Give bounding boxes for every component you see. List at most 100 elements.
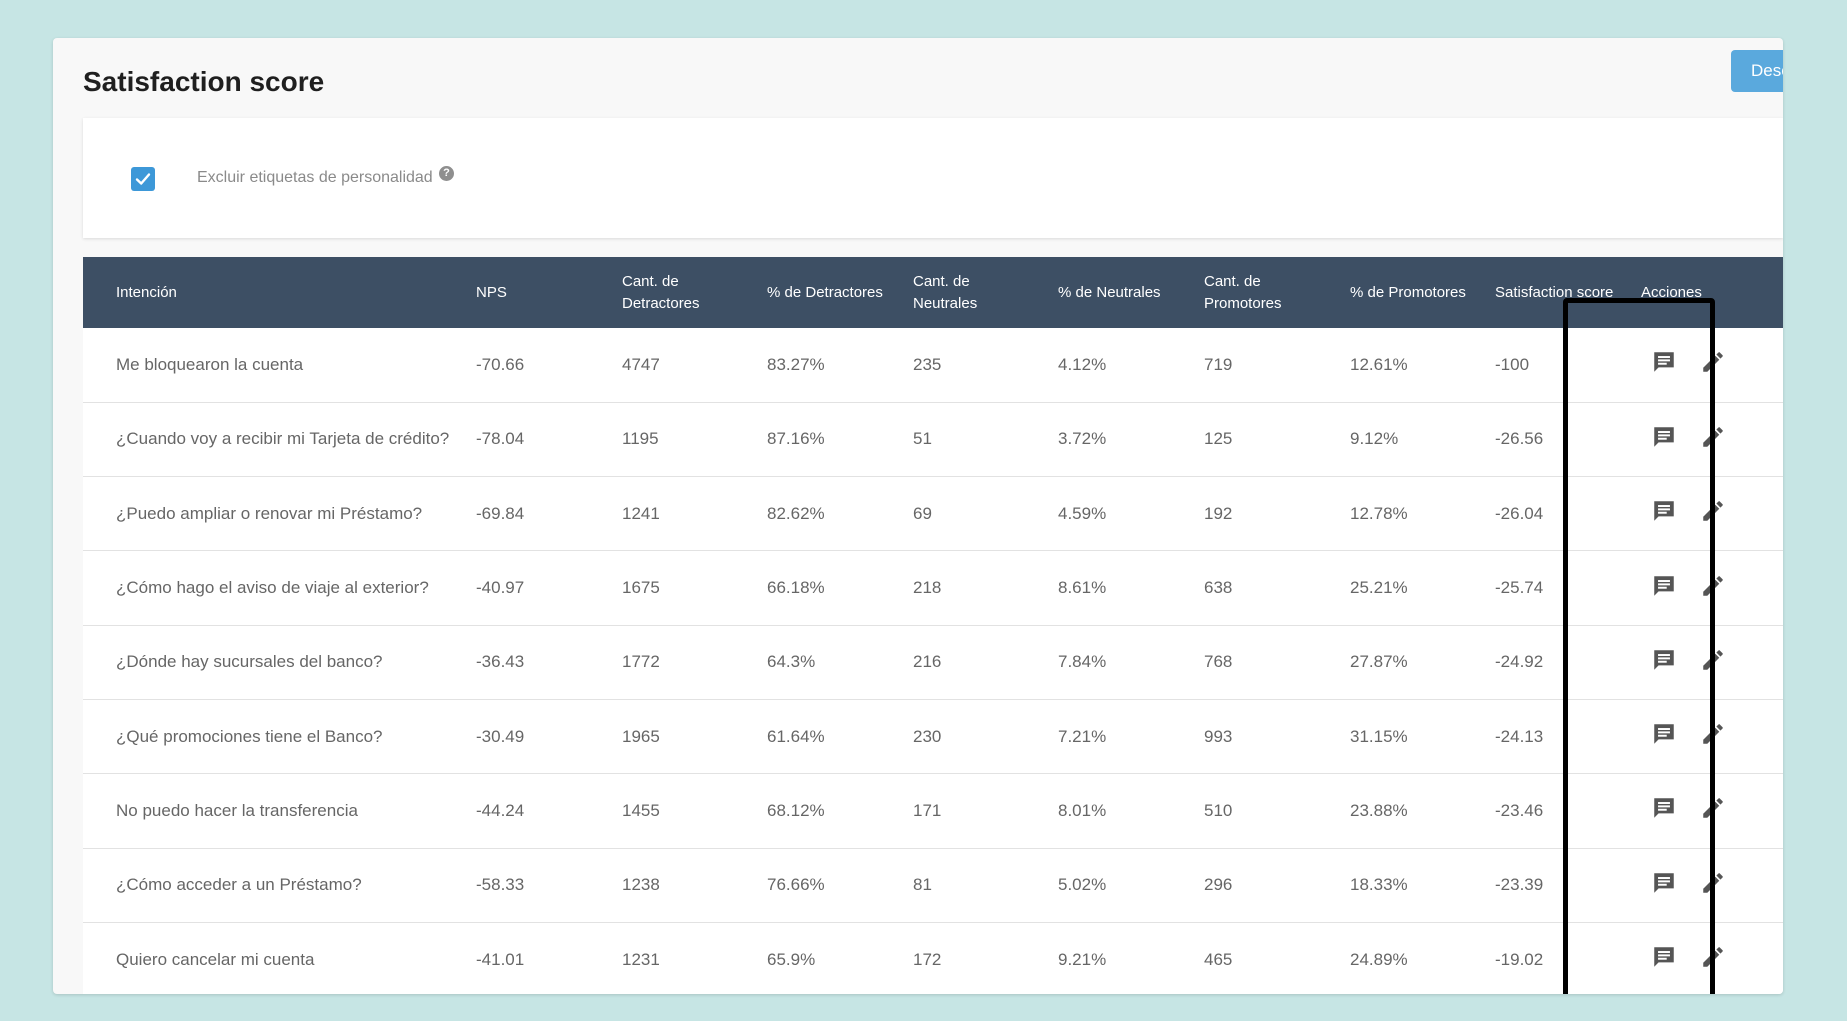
pencil-icon xyxy=(1702,352,1723,373)
header-line: Promotores xyxy=(1204,294,1282,312)
table-row: ¿Cómo hago el aviso de viaje al exterior… xyxy=(83,551,1783,626)
header-satisfaction-score[interactable]: Satisfaction score xyxy=(1495,283,1614,301)
edit-button[interactable] xyxy=(1700,647,1726,678)
cell-intent: ¿Dónde hay sucursales del banco? xyxy=(116,652,383,672)
cell-actions xyxy=(1641,551,1783,625)
header-intent[interactable]: Intención xyxy=(116,283,177,301)
comment-button[interactable] xyxy=(1651,647,1677,678)
cell-satisfaction-score: -24.13 xyxy=(1495,726,1544,746)
comment-button[interactable] xyxy=(1651,795,1677,826)
pencil-icon xyxy=(1702,575,1723,596)
pencil-icon xyxy=(1702,947,1723,967)
cell-neutral-pct: 7.84% xyxy=(1058,652,1107,672)
comment-icon xyxy=(1654,575,1674,596)
cell-promoter-count: 125 xyxy=(1204,429,1233,449)
comment-icon xyxy=(1654,427,1674,447)
cell-promoter-pct: 9.12% xyxy=(1350,429,1399,449)
comment-icon xyxy=(1654,352,1674,373)
cell-promoter-count: 638 xyxy=(1204,578,1233,598)
cell-detractor-pct: 83.27% xyxy=(767,354,825,374)
cell-neutral-count: 216 xyxy=(913,652,942,672)
header-neutral-count[interactable]: Cant. de Neutrales xyxy=(913,257,1058,328)
pencil-icon xyxy=(1702,724,1723,744)
cell-satisfaction-score: -19.02 xyxy=(1495,949,1544,969)
cell-intent: ¿Cómo hago el aviso de viaje al exterior… xyxy=(116,578,429,598)
header-line: Cant. de xyxy=(622,272,679,290)
edit-button[interactable] xyxy=(1700,498,1726,529)
cell-promoter-pct: 18.33% xyxy=(1350,875,1408,895)
header-nps[interactable]: NPS xyxy=(476,283,507,301)
cell-satisfaction-score: -24.92 xyxy=(1495,652,1544,672)
cell-neutral-count: 69 xyxy=(913,503,932,523)
comment-button[interactable] xyxy=(1651,498,1677,529)
edit-button[interactable] xyxy=(1700,349,1726,380)
edit-button[interactable] xyxy=(1700,795,1726,826)
header-line: Cant. de xyxy=(913,272,970,290)
header-line: Cant. de xyxy=(1204,272,1261,290)
cell-detractor-pct: 82.62% xyxy=(767,503,825,523)
comment-button[interactable] xyxy=(1651,349,1677,380)
comment-button[interactable] xyxy=(1651,721,1677,752)
pencil-icon xyxy=(1702,501,1723,521)
help-icon[interactable]: ? xyxy=(439,166,454,181)
cell-nps: -78.04 xyxy=(476,429,525,449)
header-line: Detractores xyxy=(622,294,700,312)
exclude-personality-checkbox[interactable] xyxy=(131,167,155,191)
cell-neutral-pct: 3.72% xyxy=(1058,429,1107,449)
table-body: Me bloquearon la cuenta -70.66 4747 83.2… xyxy=(83,328,1783,994)
cell-actions xyxy=(1641,922,1783,994)
comment-button[interactable] xyxy=(1651,944,1677,975)
table-row: ¿Qué promociones tiene el Banco? -30.49 … xyxy=(83,699,1783,774)
comment-button[interactable] xyxy=(1651,573,1677,604)
header-detractor-pct[interactable]: % de Detractores xyxy=(767,283,883,301)
cell-promoter-pct: 31.15% xyxy=(1350,726,1408,746)
header-detractor-count[interactable]: Cant. de Detractores xyxy=(622,257,767,328)
cell-promoter-pct: 27.87% xyxy=(1350,652,1408,672)
cell-detractor-pct: 66.18% xyxy=(767,578,825,598)
edit-button[interactable] xyxy=(1700,870,1726,901)
download-button[interactable]: Desc xyxy=(1731,50,1783,92)
cell-satisfaction-score: -23.46 xyxy=(1495,800,1544,820)
cell-promoter-pct: 23.88% xyxy=(1350,800,1408,820)
cell-detractor-pct: 68.12% xyxy=(767,800,825,820)
comment-button[interactable] xyxy=(1651,424,1677,455)
cell-detractor-pct: 64.3% xyxy=(767,652,816,672)
intent-table: Intención NPS Cant. de Detractores % de D… xyxy=(83,257,1783,994)
cell-neutral-pct: 8.61% xyxy=(1058,578,1107,598)
comment-button[interactable] xyxy=(1651,870,1677,901)
header-promoter-pct[interactable]: % de Promotores xyxy=(1350,283,1466,301)
pencil-icon xyxy=(1702,798,1723,819)
comment-icon xyxy=(1654,798,1674,819)
cell-intent: ¿Qué promociones tiene el Banco? xyxy=(116,726,383,746)
comment-icon xyxy=(1654,501,1674,521)
header-neutral-pct[interactable]: % de Neutrales xyxy=(1058,283,1161,301)
exclude-personality-label: Excluir etiquetas de personalidad xyxy=(197,169,433,186)
cell-nps: -44.24 xyxy=(476,800,525,820)
cell-neutral-pct: 7.21% xyxy=(1058,726,1107,746)
header-line: Neutrales xyxy=(913,294,978,312)
cell-promoter-count: 510 xyxy=(1204,800,1233,820)
cell-detractor-count: 1772 xyxy=(622,652,660,672)
comment-icon xyxy=(1654,724,1674,744)
cell-detractor-count: 1241 xyxy=(622,503,660,523)
edit-button[interactable] xyxy=(1700,424,1726,455)
edit-button[interactable] xyxy=(1700,944,1726,975)
cell-nps: -36.43 xyxy=(476,652,525,672)
table-row: No puedo hacer la transferencia -44.24 1… xyxy=(83,774,1783,849)
edit-button[interactable] xyxy=(1700,573,1726,604)
cell-neutral-count: 230 xyxy=(913,726,942,746)
cell-intent: Quiero cancelar mi cuenta xyxy=(116,949,315,969)
cell-neutral-pct: 4.12% xyxy=(1058,354,1107,374)
cell-detractor-count: 1965 xyxy=(622,726,660,746)
cell-nps: -40.97 xyxy=(476,578,525,598)
cell-promoter-count: 465 xyxy=(1204,949,1233,969)
cell-promoter-count: 719 xyxy=(1204,354,1233,374)
edit-button[interactable] xyxy=(1700,721,1726,752)
header-promoter-count[interactable]: Cant. de Promotores xyxy=(1204,257,1350,328)
cell-promoter-count: 768 xyxy=(1204,652,1233,672)
cell-promoter-pct: 25.21% xyxy=(1350,578,1408,598)
cell-actions xyxy=(1641,699,1783,773)
cell-satisfaction-score: -23.39 xyxy=(1495,875,1544,895)
comment-icon xyxy=(1654,872,1674,893)
pencil-icon xyxy=(1702,427,1723,447)
